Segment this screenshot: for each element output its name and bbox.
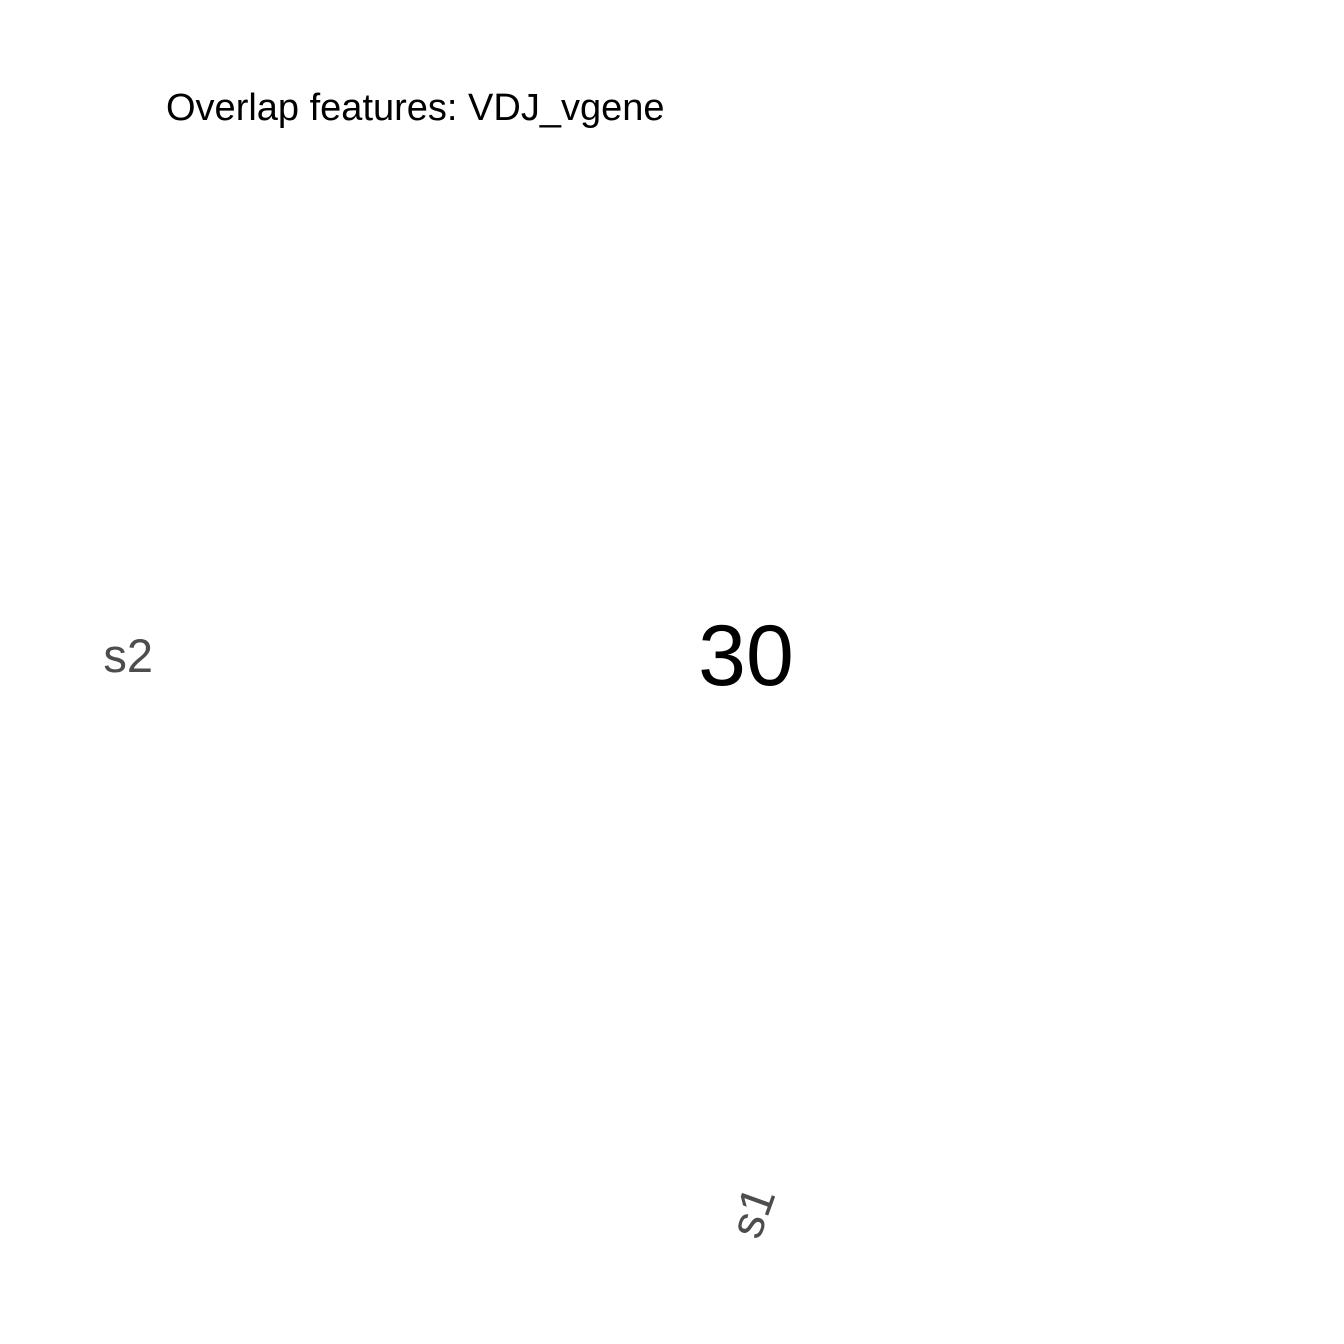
y-axis-tick-labels: s2 xyxy=(103,629,153,682)
chart-title: Overlap features: VDJ_vgene xyxy=(166,87,665,129)
heatmap-cells: 30 xyxy=(698,608,794,704)
y-tick-label: s2 xyxy=(103,629,153,682)
cell-value-label: 30 xyxy=(698,608,794,704)
